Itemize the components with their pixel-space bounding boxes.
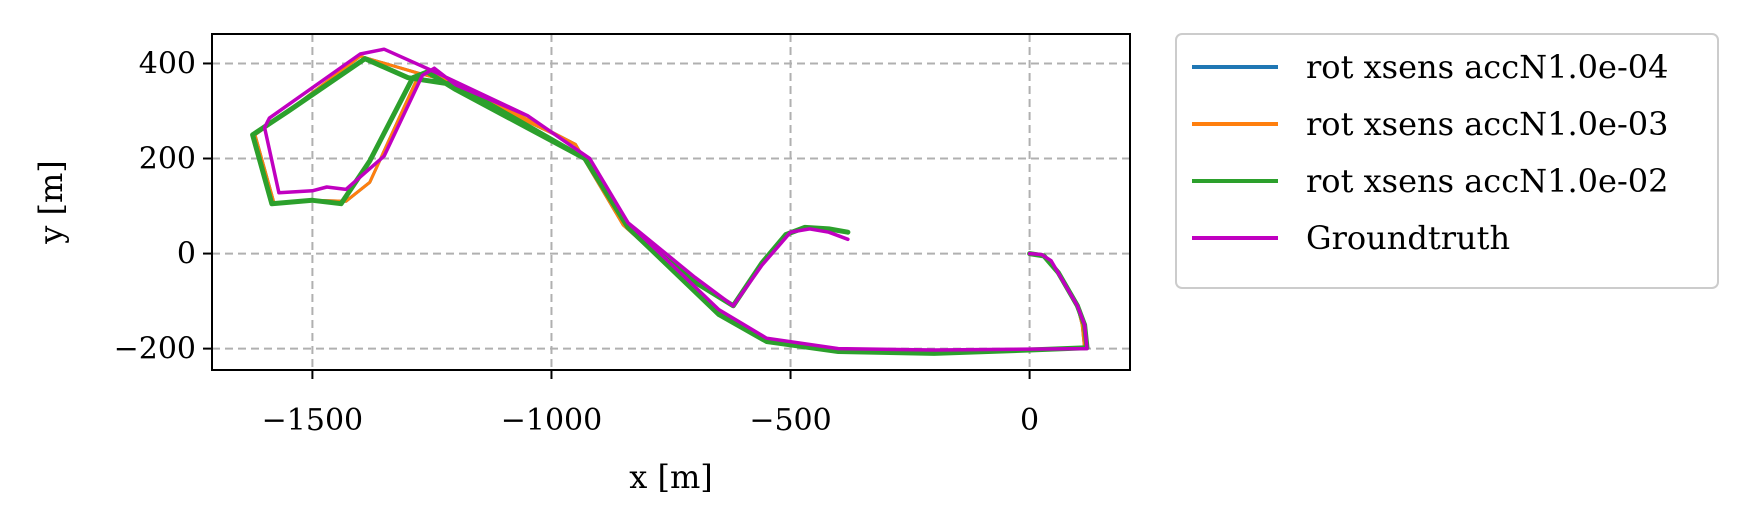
plot-frame <box>211 33 1131 371</box>
y-axis-label: y [m] <box>32 160 70 245</box>
series-line-4 <box>262 47 1089 352</box>
y-tick-label: 200 <box>139 142 196 177</box>
legend-label-2: rot xsens accN1.0e-03 <box>1306 105 1668 143</box>
x-tick-label: −1500 <box>262 403 363 438</box>
legend-label-1: rot xsens accN1.0e-04 <box>1306 48 1668 86</box>
grid-lines <box>212 34 1130 370</box>
series-line-2 <box>253 54 1087 353</box>
x-tick-label: −1000 <box>501 403 602 438</box>
series-layer <box>250 47 1090 356</box>
series-line-1 <box>253 54 1087 353</box>
x-tick-label: 0 <box>1020 403 1039 438</box>
y-axis-ticks: −200 0 200 400 <box>114 46 212 367</box>
legend: rot xsens accN1.0e-04 rot xsens accN1.0e-… <box>1175 33 1719 289</box>
x-tick-label: −500 <box>749 403 831 438</box>
y-tick-label: 400 <box>139 46 196 81</box>
x-axis-ticks: −1500 −1000 −500 0 <box>262 370 1039 438</box>
y-tick-label: −200 <box>114 332 196 367</box>
y-tick-label: 0 <box>177 237 196 272</box>
legend-label-3: rot xsens accN1.0e-02 <box>1306 162 1668 200</box>
series-line-3 <box>250 56 1090 356</box>
x-axis-label: x [m] <box>629 458 713 496</box>
legend-label-4: Groundtruth <box>1306 219 1510 257</box>
legend-box <box>1175 33 1719 289</box>
